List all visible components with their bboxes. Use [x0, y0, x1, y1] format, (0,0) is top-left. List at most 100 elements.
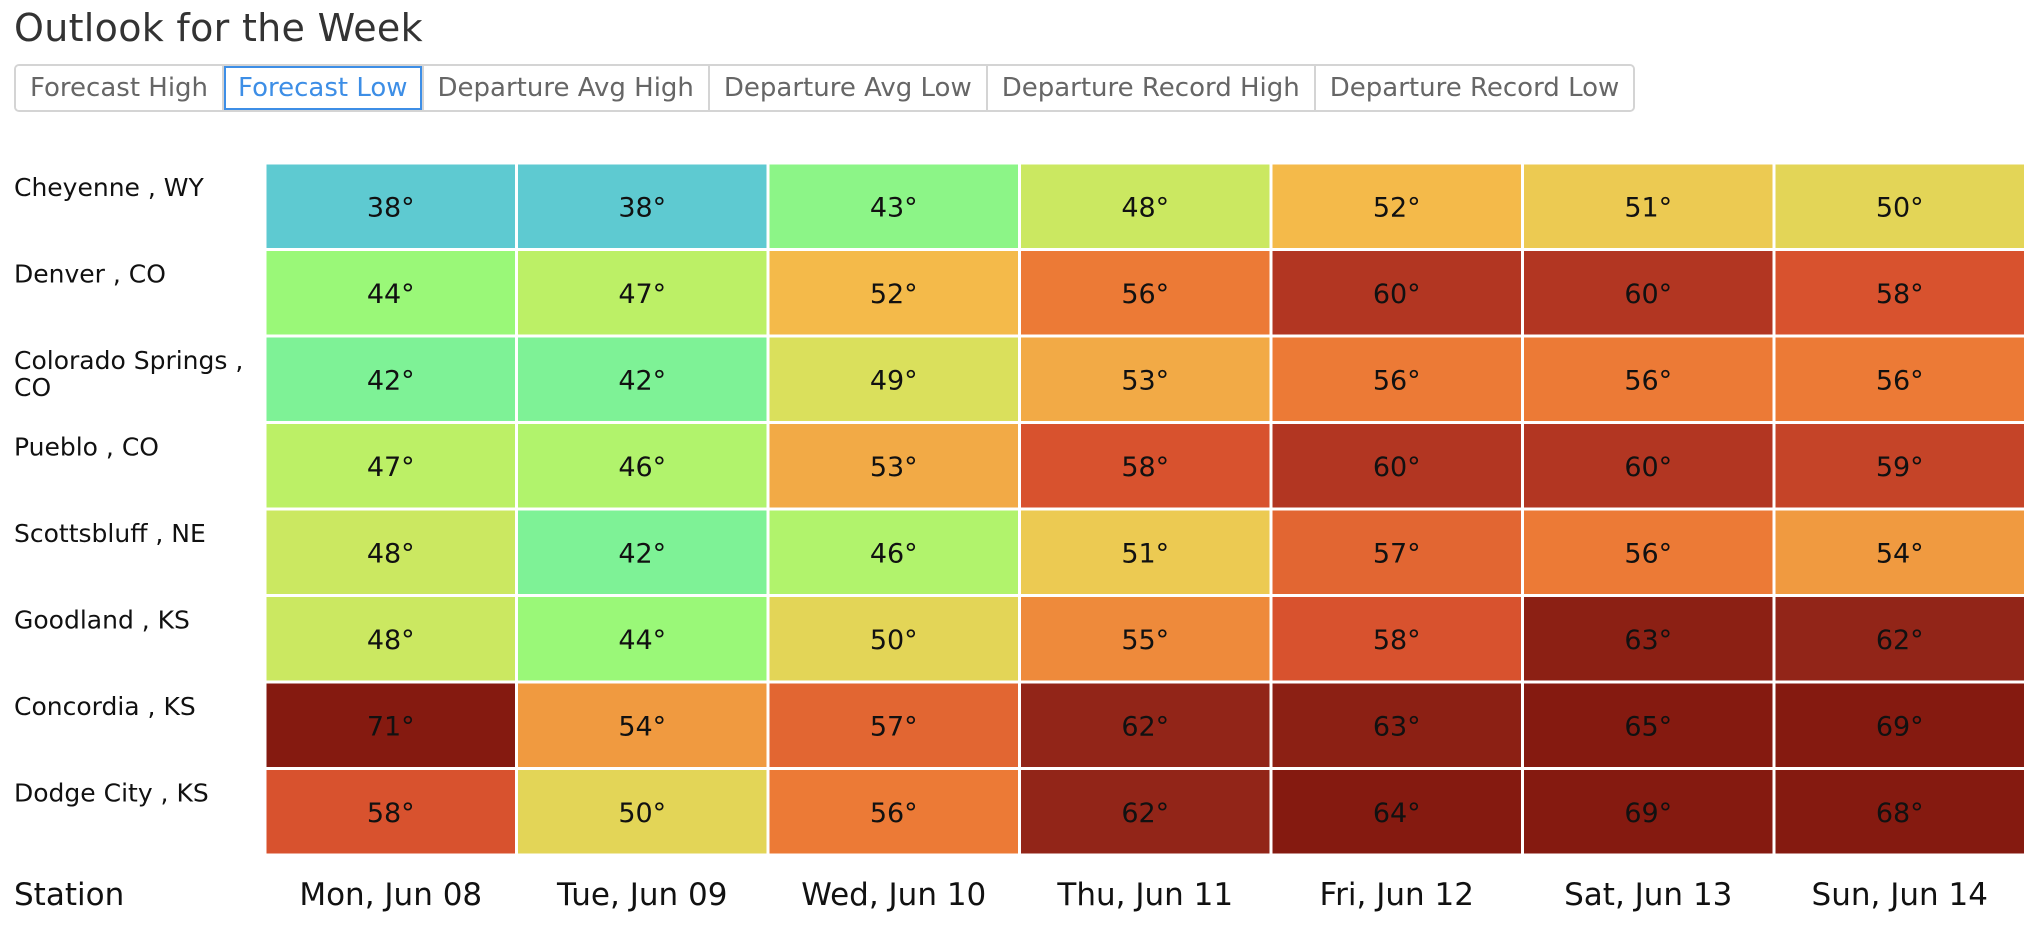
cell-value-label: 59° — [1876, 452, 1924, 483]
heatmap-cell — [1775, 164, 2024, 248]
cell-value-label: 60° — [1624, 452, 1672, 483]
heatmap-cell — [1021, 164, 1270, 248]
tab-departure-avg-low[interactable]: Departure Avg Low — [709, 66, 988, 110]
cell-value-label: 50° — [870, 625, 918, 656]
cell-value-label: 65° — [1624, 711, 1672, 742]
heatmap-cell — [1272, 597, 1521, 681]
station-label: Denver , CO — [14, 260, 166, 289]
heatmap-cell — [1775, 510, 2024, 594]
heatmap-cell — [1775, 337, 2024, 421]
heatmap-cell — [1524, 164, 1773, 248]
heatmap-cell — [1524, 251, 1773, 335]
station-label: Goodland , KS — [14, 606, 190, 635]
cell-value-label: 57° — [870, 711, 918, 742]
cell-value-label: 49° — [870, 365, 918, 396]
cell-value-label: 58° — [1876, 279, 1924, 310]
cell-value-label: 63° — [1373, 711, 1421, 742]
heatmap-cell — [518, 683, 767, 767]
heatmap-cell — [1775, 683, 2024, 767]
cell-value-label: 46° — [870, 538, 918, 569]
heatmap-cell — [1775, 597, 2024, 681]
heatmap-cell — [266, 337, 515, 421]
cell-value-label: 68° — [1876, 798, 1924, 829]
heatmap-cell — [266, 597, 515, 681]
heatmap-cell — [1272, 424, 1521, 508]
cell-value-label: 42° — [618, 538, 666, 569]
heatmap-cell — [1021, 424, 1270, 508]
cell-value-label: 51° — [1624, 192, 1672, 223]
heatmap-cell — [1775, 770, 2024, 854]
cell-value-label: 57° — [1373, 538, 1421, 569]
heatmap-cell — [1775, 251, 2024, 335]
heatmap-cell — [1272, 683, 1521, 767]
day-tick-label: Tue, Jun 09 — [556, 877, 727, 913]
cell-value-label: 46° — [618, 452, 666, 483]
tab-departure-avg-high[interactable]: Departure Avg High — [423, 66, 710, 110]
cell-value-label: 43° — [870, 192, 918, 223]
heatmap-cell — [1021, 770, 1270, 854]
day-tick-label: Thu, Jun 11 — [1056, 877, 1233, 913]
tab-forecast-high[interactable]: Forecast High — [16, 66, 225, 110]
cell-value-label: 56° — [870, 798, 918, 829]
heatmap-cell — [769, 597, 1018, 681]
cell-value-label: 64° — [1373, 798, 1421, 829]
cell-value-label: 62° — [1121, 711, 1169, 742]
heatmap-cell — [1021, 510, 1270, 594]
heatmap-cell — [1775, 424, 2024, 508]
cell-value-label: 52° — [1373, 192, 1421, 223]
day-tick-label: Wed, Jun 10 — [801, 877, 986, 913]
cell-value-label: 48° — [1121, 192, 1169, 223]
cell-value-label: 58° — [367, 798, 415, 829]
day-tick-label: Sun, Jun 14 — [1812, 877, 1988, 913]
cell-value-label: 47° — [367, 452, 415, 483]
heatmap-cell — [266, 510, 515, 594]
cell-value-label: 47° — [618, 279, 666, 310]
heatmap-cell — [266, 251, 515, 335]
cell-value-label: 62° — [1876, 625, 1924, 656]
cell-value-label: 56° — [1121, 279, 1169, 310]
station-label: Concordia , KS — [14, 692, 196, 721]
cell-value-label: 48° — [367, 538, 415, 569]
heatmap-cell — [769, 683, 1018, 767]
heatmap-cell — [1021, 597, 1270, 681]
heatmap-cell — [266, 683, 515, 767]
heatmap-cell — [518, 424, 767, 508]
heatmap-cell — [518, 337, 767, 421]
day-tick-label: Sat, Jun 13 — [1564, 877, 1732, 913]
heatmap-cell — [1272, 770, 1521, 854]
heatmap-cell — [769, 770, 1018, 854]
tab-departure-record-low[interactable]: Departure Record Low — [1315, 66, 1634, 110]
cell-value-label: 69° — [1876, 711, 1924, 742]
cell-value-label: 51° — [1121, 538, 1169, 569]
cell-value-label: 50° — [1876, 192, 1924, 223]
cell-value-label: 48° — [367, 625, 415, 656]
cell-value-label: 56° — [1876, 365, 1924, 396]
tab-forecast-low[interactable]: Forecast Low — [224, 66, 424, 110]
cell-value-label: 60° — [1624, 279, 1672, 310]
x-axis-title: Station — [14, 877, 124, 913]
station-label: Cheyenne , WY — [14, 173, 204, 202]
metric-tabs: Forecast High Forecast Low Departure Avg… — [14, 64, 1636, 112]
heatmap-cell — [769, 510, 1018, 594]
day-tick-label: Fri, Jun 12 — [1320, 877, 1474, 913]
heatmap-cell — [1272, 164, 1521, 248]
heatmap-cell — [1524, 597, 1773, 681]
tab-departure-record-high[interactable]: Departure Record High — [987, 66, 1316, 110]
heatmap-cell — [769, 424, 1018, 508]
heatmap-cell — [1524, 683, 1773, 767]
heatmap-cell — [1272, 251, 1521, 335]
cell-value-label: 53° — [870, 452, 918, 483]
cell-value-label: 53° — [1121, 365, 1169, 396]
cell-value-label: 58° — [1121, 452, 1169, 483]
cell-value-label: 54° — [1876, 538, 1924, 569]
cell-value-label: 58° — [1373, 625, 1421, 656]
heatmap-cell — [1524, 510, 1773, 594]
cell-value-label: 69° — [1624, 798, 1672, 829]
cell-value-label: 55° — [1121, 625, 1169, 656]
heatmap-cell — [769, 251, 1018, 335]
cell-value-label: 38° — [367, 192, 415, 223]
cell-value-label: 56° — [1624, 365, 1672, 396]
heatmap-cell — [1524, 424, 1773, 508]
cell-value-label: 56° — [1624, 538, 1672, 569]
